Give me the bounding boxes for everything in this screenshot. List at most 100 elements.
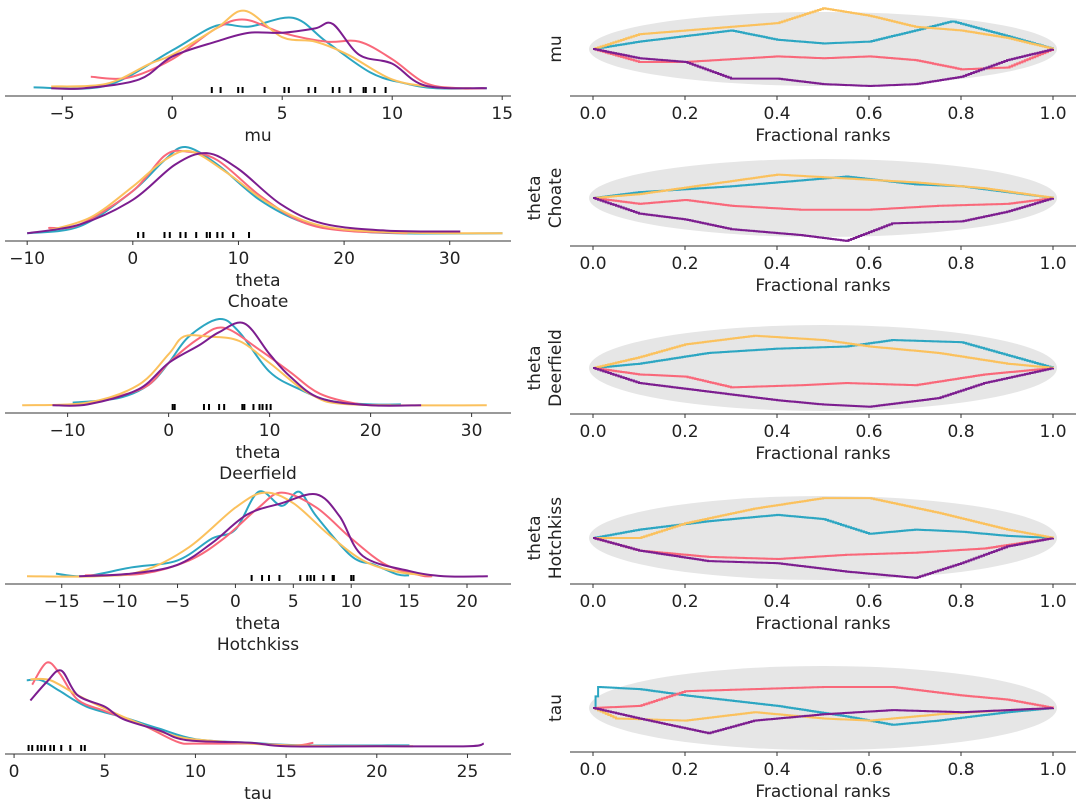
ecdf-line-chain-0 [593, 20, 1054, 50]
x-tick-label: −15 [44, 592, 80, 612]
x-tick-label: 0.6 [855, 104, 882, 124]
x-axis-label: Deerfield [219, 464, 297, 484]
x-axis-label: theta [236, 271, 281, 291]
kde-line-chain-3 [51, 21, 487, 90]
x-tick-label: 1.0 [1039, 104, 1066, 124]
y-axis-label: Hotchkiss [546, 497, 566, 579]
x-tick-label: 0.0 [579, 422, 606, 442]
ecdf-line-chain-2 [593, 7, 1054, 50]
x-axis-label: Hotchkiss [217, 635, 299, 655]
x-tick-label: 15 [275, 762, 297, 782]
x-tick-label: 0.2 [671, 254, 698, 274]
ecdf-line-chain-3 [593, 537, 1054, 579]
confidence-envelope [589, 12, 1057, 86]
kde-panel: −5 0 5 10 15 mu [5, 9, 513, 146]
kde-line-chain-3 [79, 493, 488, 578]
x-tick-label: 0.2 [671, 104, 698, 124]
rank-ecdf-panel: 0.0 0.2 0.4 0.6 0.8 1.0 Fractional ranks theta C… [525, 159, 1076, 296]
ecdf-line-chain-2 [593, 334, 1054, 369]
y-axis-label: Choate [546, 168, 566, 229]
ecdf-line-chain-3 [593, 707, 1054, 735]
x-tick-label: 10 [185, 762, 207, 782]
ecdf-line-chain-3 [593, 48, 1054, 87]
y-axis-label: theta [525, 346, 545, 391]
x-tick-label: 15 [398, 592, 420, 612]
x-tick-label: 5 [288, 592, 299, 612]
x-tick-label: 0 [163, 421, 174, 441]
x-tick-label: 30 [439, 249, 461, 269]
ecdf-line-chain-1 [593, 537, 1054, 560]
x-tick-label: 1.0 [1039, 422, 1066, 442]
x-tick-label: 0 [9, 762, 20, 782]
x-tick-label: 1.0 [1039, 592, 1066, 612]
x-tick-label: 0.4 [763, 104, 790, 124]
x-tick-label: 0.2 [671, 760, 698, 780]
x-axis-label: Choate [228, 292, 289, 312]
kde-line-chain-0 [26, 678, 410, 747]
kde-line-chain-0 [72, 317, 401, 406]
x-tick-label: −5 [165, 592, 190, 612]
rank-ecdf-panel: 0.0 0.2 0.4 0.6 0.8 1.0 Fractional ranks mu [546, 7, 1076, 146]
ecdf-line-chain-3 [593, 197, 1054, 242]
x-axis-label: tau [244, 784, 272, 804]
confidence-envelope [589, 159, 1057, 237]
x-tick-label: 0.4 [763, 760, 790, 780]
x-tick-label: 0.8 [947, 760, 974, 780]
y-axis-label: mu [546, 35, 566, 62]
x-tick-label: 0.8 [947, 592, 974, 612]
x-tick-label: 20 [333, 249, 355, 269]
x-tick-label: 0.6 [855, 760, 882, 780]
x-tick-label: 0.8 [947, 254, 974, 274]
x-axis-label: Fractional ranks [755, 782, 890, 802]
ecdf-line-chain-2 [593, 173, 1054, 199]
x-tick-label: 0.4 [763, 592, 790, 612]
x-tick-label: 1.0 [1039, 760, 1066, 780]
x-tick-label: 5 [277, 104, 288, 124]
x-tick-label: 0.2 [671, 422, 698, 442]
ecdf-line-chain-1 [593, 686, 1054, 709]
ecdf-line-chain-1 [593, 367, 1054, 389]
x-tick-label: 0 [127, 249, 138, 269]
confidence-envelope [589, 666, 1057, 750]
x-tick-label: 0.8 [947, 422, 974, 442]
x-tick-label: 15 [491, 104, 513, 124]
y-axis-label: theta [525, 176, 545, 221]
kde-line-chain-1 [48, 149, 408, 235]
x-axis-label: Fractional ranks [755, 614, 890, 634]
ecdf-line-chain-3 [593, 367, 1054, 408]
x-tick-label: 0.0 [579, 254, 606, 274]
x-tick-label: 30 [461, 421, 483, 441]
x-tick-label: 0.6 [855, 254, 882, 274]
x-tick-label: 0 [230, 592, 241, 612]
x-tick-label: 0.0 [579, 592, 606, 612]
y-axis-label: tau [546, 694, 566, 722]
x-tick-label: 1.0 [1039, 254, 1066, 274]
kde-line-chain-2 [30, 677, 414, 748]
x-axis-label: mu [244, 126, 271, 146]
x-tick-label: 20 [456, 592, 478, 612]
y-axis-label: theta [525, 516, 545, 561]
kde-line-chain-1 [90, 18, 485, 90]
ecdf-line-chain-1 [593, 197, 1054, 211]
x-tick-label: −10 [9, 249, 45, 269]
kde-line-chain-3 [29, 669, 485, 748]
x-tick-label: 0.4 [763, 254, 790, 274]
x-tick-label: −10 [50, 421, 86, 441]
x-tick-label: 0.8 [947, 104, 974, 124]
kde-line-chain-3 [52, 321, 422, 407]
y-axis-label: Deerfield [546, 329, 566, 407]
rank-ecdf-panel: 0.0 0.2 0.4 0.6 0.8 1.0 Fractional ranks tau [546, 666, 1076, 802]
x-tick-label: 20 [360, 421, 382, 441]
kde-line-chain-2 [48, 149, 503, 235]
x-tick-label: 10 [381, 104, 403, 124]
x-tick-label: 0.6 [855, 422, 882, 442]
kde-panel: 0 5 10 15 20 25 tau [5, 661, 511, 804]
kde-line-chain-2 [51, 9, 472, 90]
ecdf-line-chain-0 [593, 686, 1054, 726]
x-axis-label: Fractional ranks [755, 276, 890, 296]
x-tick-label: 10 [228, 249, 250, 269]
x-tick-label: 0 [167, 104, 178, 124]
